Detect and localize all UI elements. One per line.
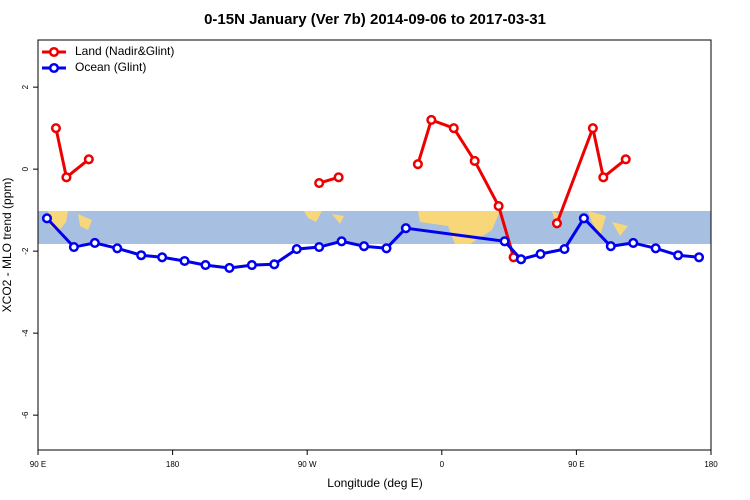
data-point xyxy=(693,252,705,263)
data-point xyxy=(559,244,570,255)
data-point xyxy=(587,123,598,134)
data-point xyxy=(598,172,609,183)
data-point xyxy=(551,218,563,229)
legend-marker xyxy=(48,46,60,58)
data-point xyxy=(246,260,257,271)
data-point xyxy=(61,172,72,183)
data-point xyxy=(499,236,510,247)
x-tick-label: 0 xyxy=(440,460,445,469)
data-point xyxy=(535,248,546,260)
data-point xyxy=(620,154,631,165)
data-point xyxy=(224,262,235,274)
x-tick-label: 90 E xyxy=(568,460,584,469)
data-point xyxy=(381,243,392,254)
data-point xyxy=(291,244,302,255)
data-point xyxy=(336,236,347,247)
x-tick-label: 90 E xyxy=(30,460,46,469)
data-point xyxy=(136,250,147,261)
data-point xyxy=(83,154,94,165)
x-tick-label: 180 xyxy=(704,460,718,469)
data-point xyxy=(426,114,437,125)
data-point xyxy=(448,123,459,134)
data-point xyxy=(112,243,123,254)
data-point xyxy=(469,155,480,166)
data-point xyxy=(628,237,639,248)
data-point xyxy=(516,254,527,265)
y-tick-label: -4 xyxy=(21,329,30,337)
legend-label: Ocean (Glint) xyxy=(75,60,146,74)
data-point xyxy=(200,260,211,271)
data-point xyxy=(400,223,411,234)
y-tick-label: 0 xyxy=(21,166,30,171)
data-point xyxy=(412,159,423,170)
chart-title: 0-15N January (Ver 7b) 2014-09-06 to 201… xyxy=(204,11,546,28)
map-band xyxy=(38,211,711,244)
y-tick-label: 2 xyxy=(21,84,30,89)
data-point xyxy=(269,259,280,270)
data-point xyxy=(314,178,325,189)
data-point xyxy=(179,255,190,267)
data-point xyxy=(333,172,344,183)
legend-marker xyxy=(48,62,60,74)
data-point xyxy=(605,241,616,252)
data-point xyxy=(578,213,589,224)
y-axis-label: XCO2 - MLO trend (ppm) xyxy=(0,178,14,313)
y-tick-label: -2 xyxy=(21,247,30,255)
data-point xyxy=(673,250,684,261)
data-point xyxy=(68,242,79,253)
x-tick-label: 90 W xyxy=(298,460,317,469)
data-point xyxy=(157,252,168,263)
y-tick-label: -6 xyxy=(21,411,30,419)
plot-frame xyxy=(37,39,712,451)
data-point xyxy=(358,241,370,252)
data-point xyxy=(41,213,53,224)
legend-label: Land (Nadir&Glint) xyxy=(75,44,174,58)
x-tick-label: 180 xyxy=(166,460,180,469)
data-point xyxy=(314,242,325,253)
x-axis-label: Longitude (deg E) xyxy=(327,476,422,490)
data-point xyxy=(650,243,661,254)
data-point xyxy=(89,237,100,248)
data-point xyxy=(50,123,61,134)
data-point xyxy=(493,201,504,212)
